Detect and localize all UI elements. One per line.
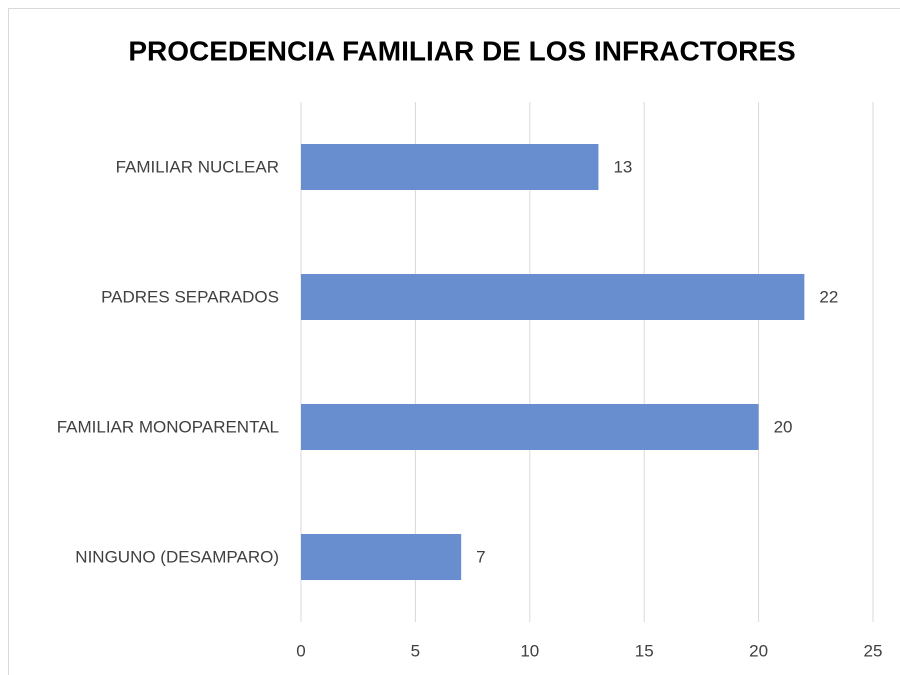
bar — [301, 274, 805, 320]
y-tick-label: FAMILIAR MONOPARENTAL — [57, 417, 279, 436]
x-tick-label: 20 — [749, 641, 768, 660]
y-tick-label: NINGUNO (DESAMPARO) — [75, 547, 279, 566]
x-tick-label: 0 — [296, 641, 305, 660]
x-tick-label: 10 — [520, 641, 539, 660]
data-label: 20 — [774, 417, 793, 436]
data-label: 13 — [613, 157, 632, 176]
bar — [301, 404, 759, 450]
y-tick-label: PADRES SEPARADOS — [101, 287, 279, 306]
bar — [301, 144, 599, 190]
x-tick-label: 25 — [864, 641, 883, 660]
chart-title: PROCEDENCIA FAMILIAR DE LOS INFRACTORES — [128, 35, 795, 66]
x-tick-label: 5 — [411, 641, 420, 660]
bar — [301, 534, 462, 580]
data-label: 22 — [819, 287, 838, 306]
x-tick-label: 15 — [635, 641, 654, 660]
y-tick-label: FAMILIAR NUCLEAR — [116, 157, 279, 176]
data-label: 7 — [476, 547, 485, 566]
